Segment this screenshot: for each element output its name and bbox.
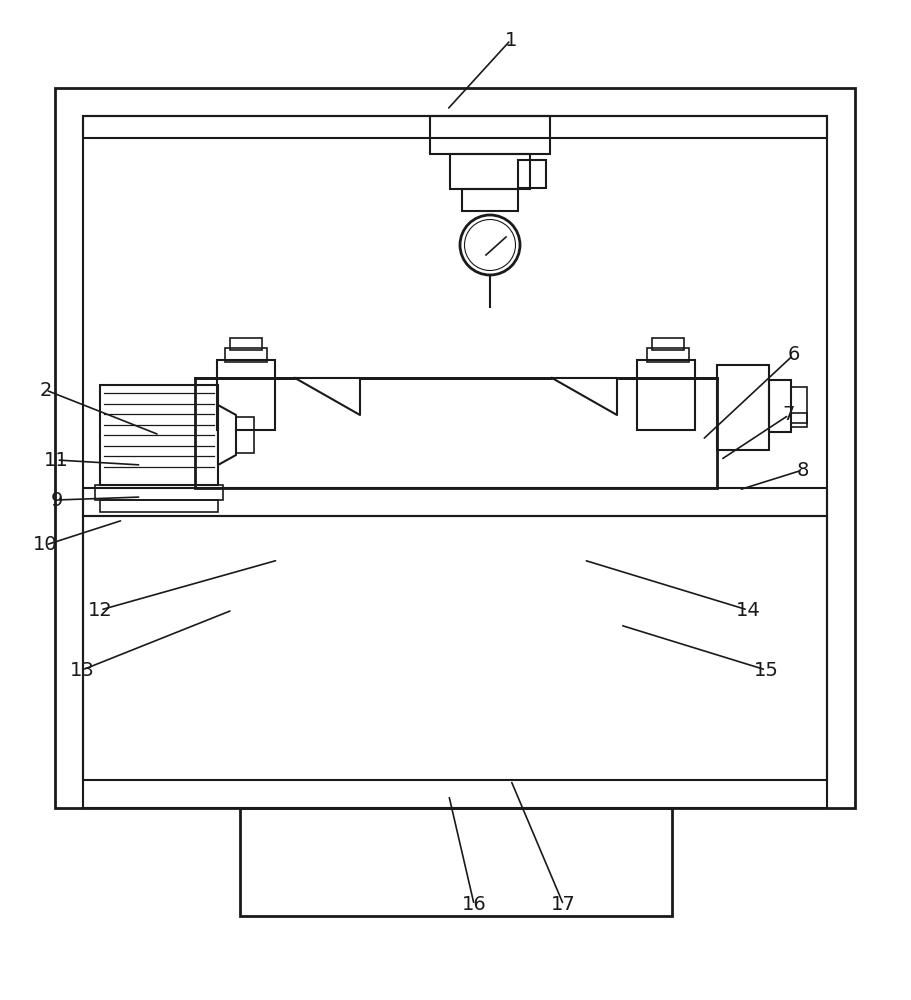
- Polygon shape: [551, 378, 617, 415]
- Bar: [217, 360, 275, 430]
- Bar: [236, 417, 254, 453]
- Text: 2: 2: [39, 380, 52, 399]
- Text: 15: 15: [752, 661, 778, 680]
- Bar: [83, 488, 826, 516]
- Bar: [651, 338, 683, 350]
- Text: 17: 17: [550, 896, 576, 914]
- Circle shape: [459, 215, 519, 275]
- Bar: [517, 160, 546, 188]
- Bar: [636, 360, 694, 430]
- Text: 14: 14: [734, 600, 760, 619]
- Text: 11: 11: [44, 450, 69, 470]
- Bar: [768, 380, 790, 432]
- Text: 16: 16: [461, 896, 486, 914]
- Text: 1: 1: [504, 30, 517, 49]
- Polygon shape: [294, 378, 360, 415]
- Bar: [462, 189, 517, 211]
- Text: 9: 9: [50, 490, 63, 510]
- Bar: [55, 88, 854, 808]
- Bar: [716, 365, 768, 450]
- Bar: [230, 338, 261, 350]
- Bar: [83, 516, 826, 808]
- Bar: [240, 808, 671, 916]
- Bar: [429, 116, 549, 154]
- Text: 7: 7: [782, 406, 794, 424]
- Text: 6: 6: [786, 346, 799, 364]
- Circle shape: [464, 220, 515, 270]
- Bar: [95, 485, 223, 500]
- Text: 10: 10: [33, 536, 58, 554]
- Bar: [195, 378, 716, 488]
- Bar: [83, 116, 826, 780]
- Bar: [790, 413, 806, 427]
- Bar: [100, 500, 218, 512]
- Bar: [100, 385, 218, 485]
- Text: 12: 12: [87, 600, 113, 619]
- Text: 8: 8: [795, 460, 808, 480]
- Bar: [790, 387, 806, 423]
- Polygon shape: [218, 405, 236, 465]
- Bar: [646, 348, 688, 362]
- Bar: [83, 116, 826, 138]
- Text: 13: 13: [69, 661, 95, 680]
- Bar: [225, 348, 267, 362]
- Bar: [449, 154, 529, 189]
